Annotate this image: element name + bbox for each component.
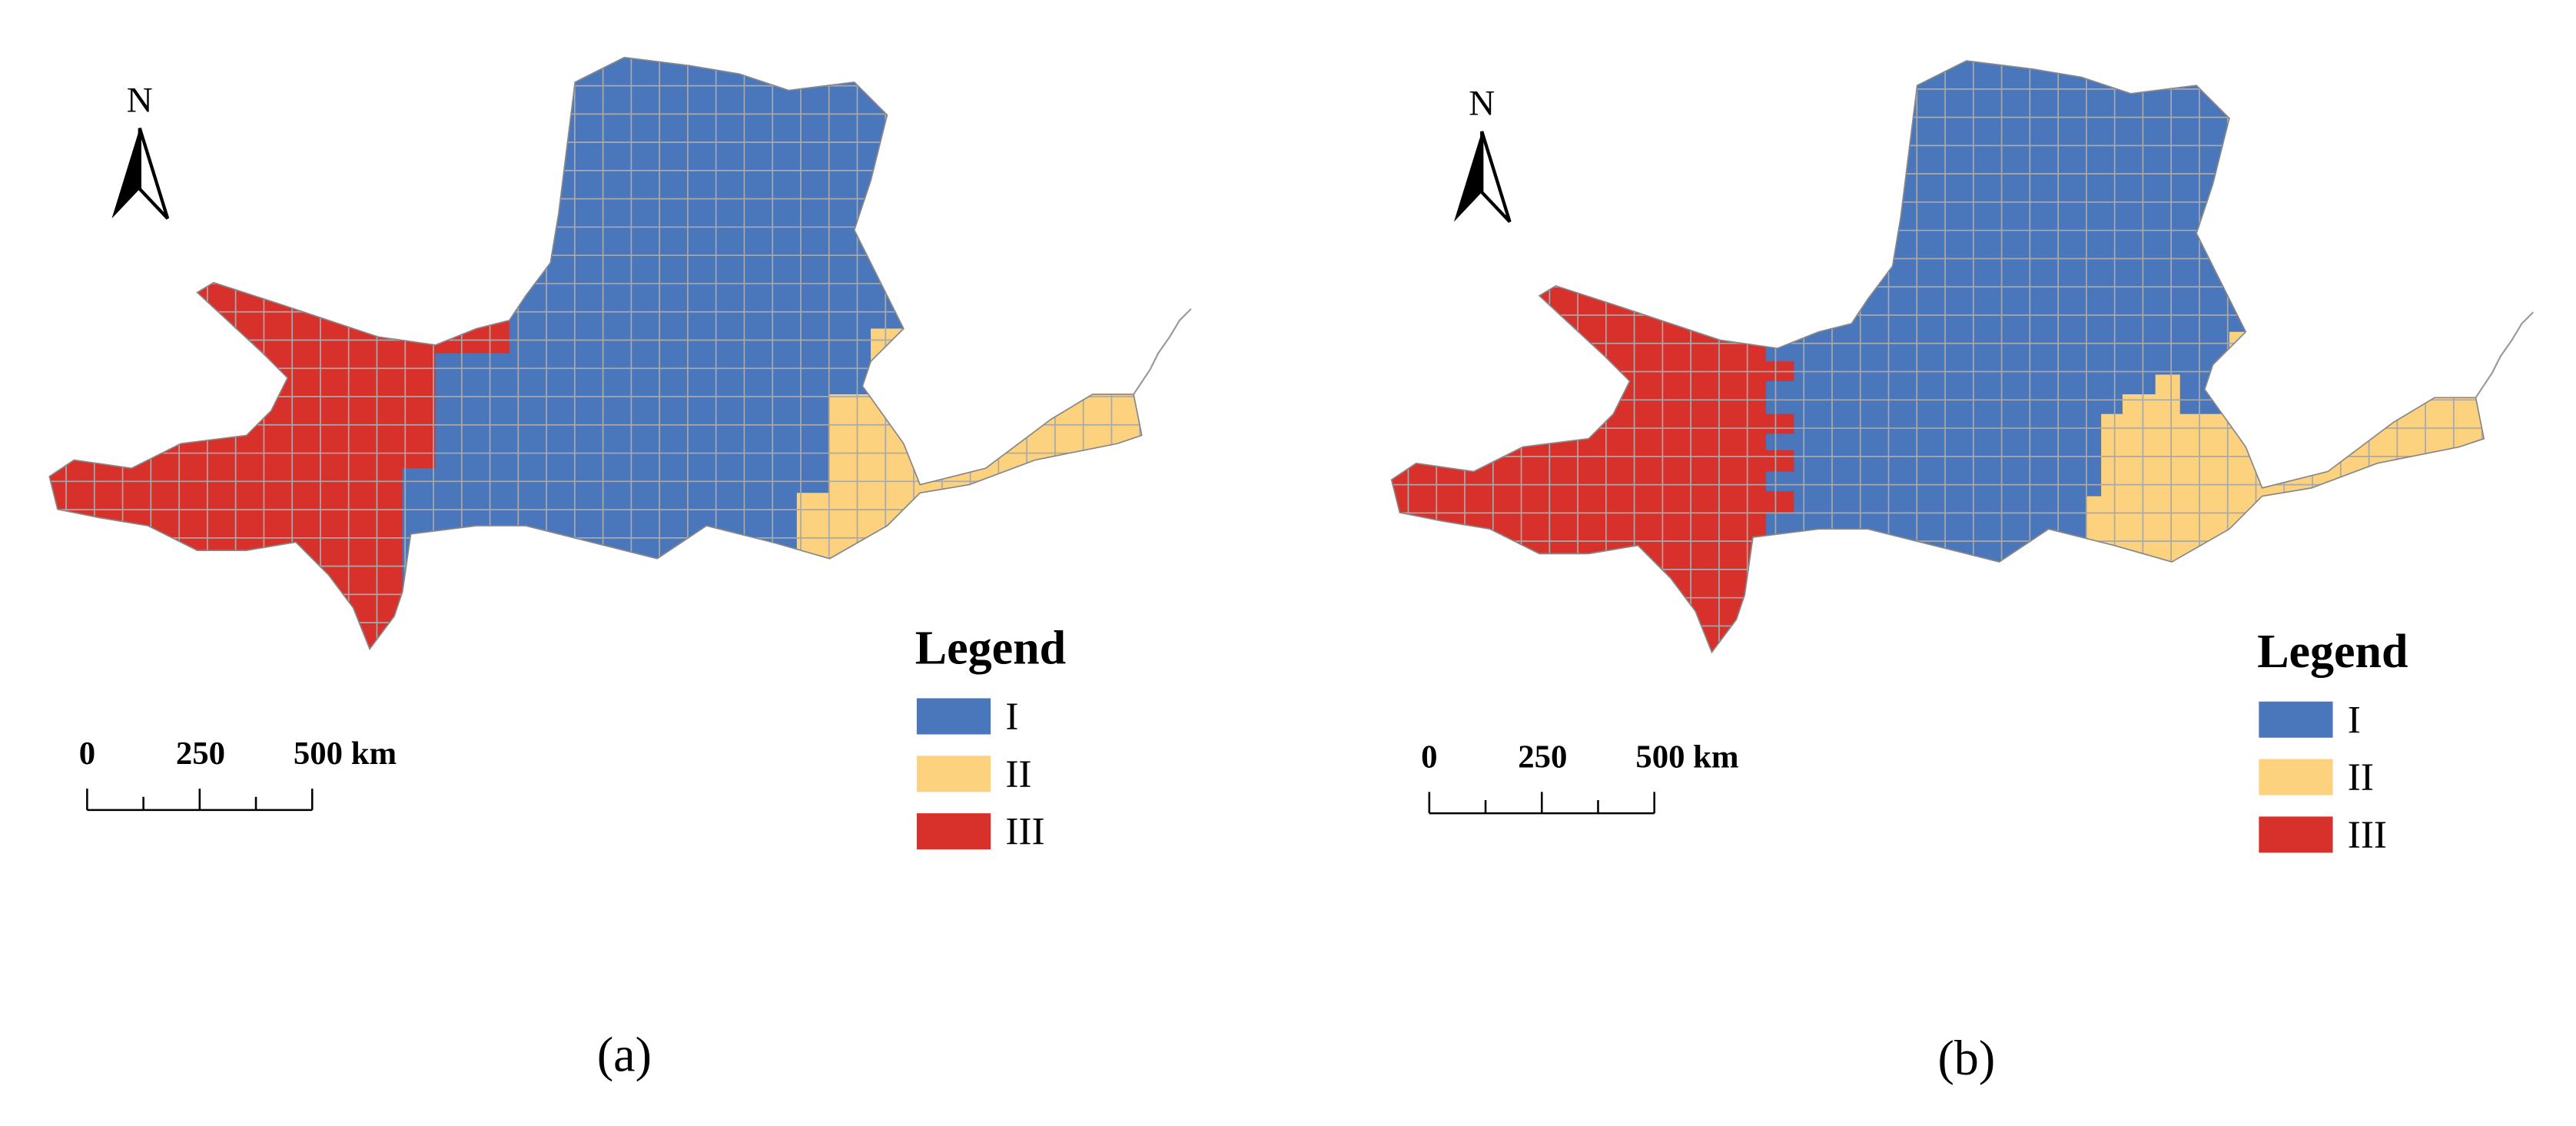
caption: (b) [1937, 1031, 1995, 1085]
legend-label: III [1005, 810, 1044, 854]
scale-label: 500 km [1635, 739, 1738, 775]
region-i [1391, 61, 2485, 653]
legend-swatch [916, 813, 991, 850]
map-outline [48, 56, 1143, 651]
region-iii [49, 57, 510, 649]
legend-swatch [916, 756, 991, 792]
legend-swatch [916, 698, 991, 735]
north-arrow-left [1453, 131, 1482, 222]
caption: (a) [597, 1028, 652, 1082]
north-arrow-right [138, 128, 170, 220]
scale-label: 500 km [294, 736, 397, 772]
scale-label: 0 [79, 736, 95, 772]
legend-title: Legend [2257, 626, 2408, 678]
legend-swatch [2259, 816, 2333, 853]
legend-label: II [1005, 752, 1031, 796]
scale-label: 250 [176, 736, 225, 772]
legend-label: I [2348, 698, 2361, 742]
map [49, 57, 1142, 649]
north-label: N [1469, 84, 1495, 124]
north-arrow-left [111, 128, 140, 219]
map [1391, 61, 2485, 653]
scale-label: 250 [1518, 739, 1567, 775]
region-iii [1391, 61, 1794, 653]
north-label: N [127, 80, 153, 120]
scale-label: 0 [1421, 739, 1437, 775]
region-i [49, 57, 1142, 649]
river [2475, 311, 2535, 398]
legend-label: III [2348, 813, 2387, 857]
river [1133, 308, 1192, 395]
north-arrow-right [1480, 131, 1512, 224]
legend-label: I [1005, 695, 1018, 739]
legend-swatch [2259, 759, 2333, 796]
legend-swatch [2259, 701, 2333, 738]
legend-label: II [2348, 756, 2374, 799]
legend-title: Legend [915, 623, 1066, 675]
map-outline [1390, 60, 2485, 654]
